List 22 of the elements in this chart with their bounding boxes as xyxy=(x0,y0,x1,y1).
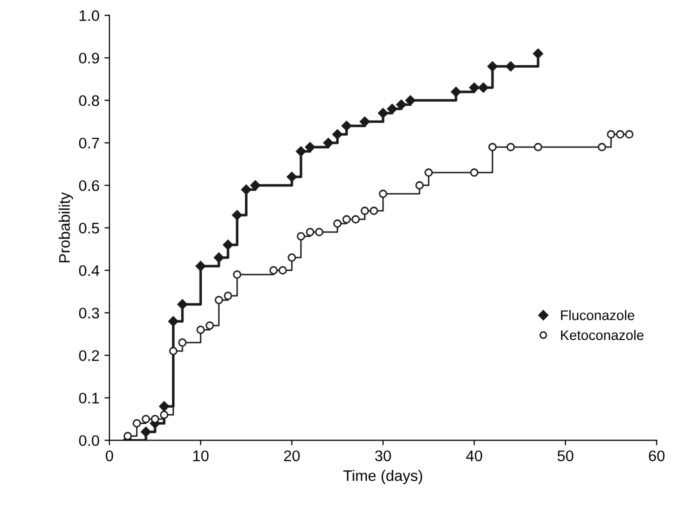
y-tick-label: 0.0 xyxy=(79,435,100,446)
x-tick-label: 30 xyxy=(375,450,391,462)
x-tick-label: 0 xyxy=(106,450,114,462)
y-tick-label: 0.8 xyxy=(79,95,100,106)
x-tick-label: 40 xyxy=(466,450,482,462)
y-axis-title: Probability xyxy=(58,192,73,262)
legend-label: Fluconazole xyxy=(561,310,634,320)
x-tick-label: 20 xyxy=(284,450,300,462)
y-tick-label: 0.5 xyxy=(79,222,100,234)
y-tick-label: 0.4 xyxy=(79,265,100,276)
y-tick-label: 0.7 xyxy=(79,138,99,149)
legend-label: Ketoconazole xyxy=(561,330,644,340)
y-tick-label: 1.0 xyxy=(80,10,100,22)
x-tick-label: 60 xyxy=(648,450,665,462)
x-tick-label: 50 xyxy=(558,450,574,462)
x-tick-label: 10 xyxy=(193,450,209,462)
y-tick-label: 0.2 xyxy=(79,350,99,362)
y-tick-label: 0.1 xyxy=(79,392,99,404)
x-axis-title: Time (days) xyxy=(343,470,422,484)
y-tick-label: 0.3 xyxy=(79,308,100,319)
y-tick-label: 0.9 xyxy=(79,52,99,64)
y-tick-label: 0.6 xyxy=(79,180,100,192)
